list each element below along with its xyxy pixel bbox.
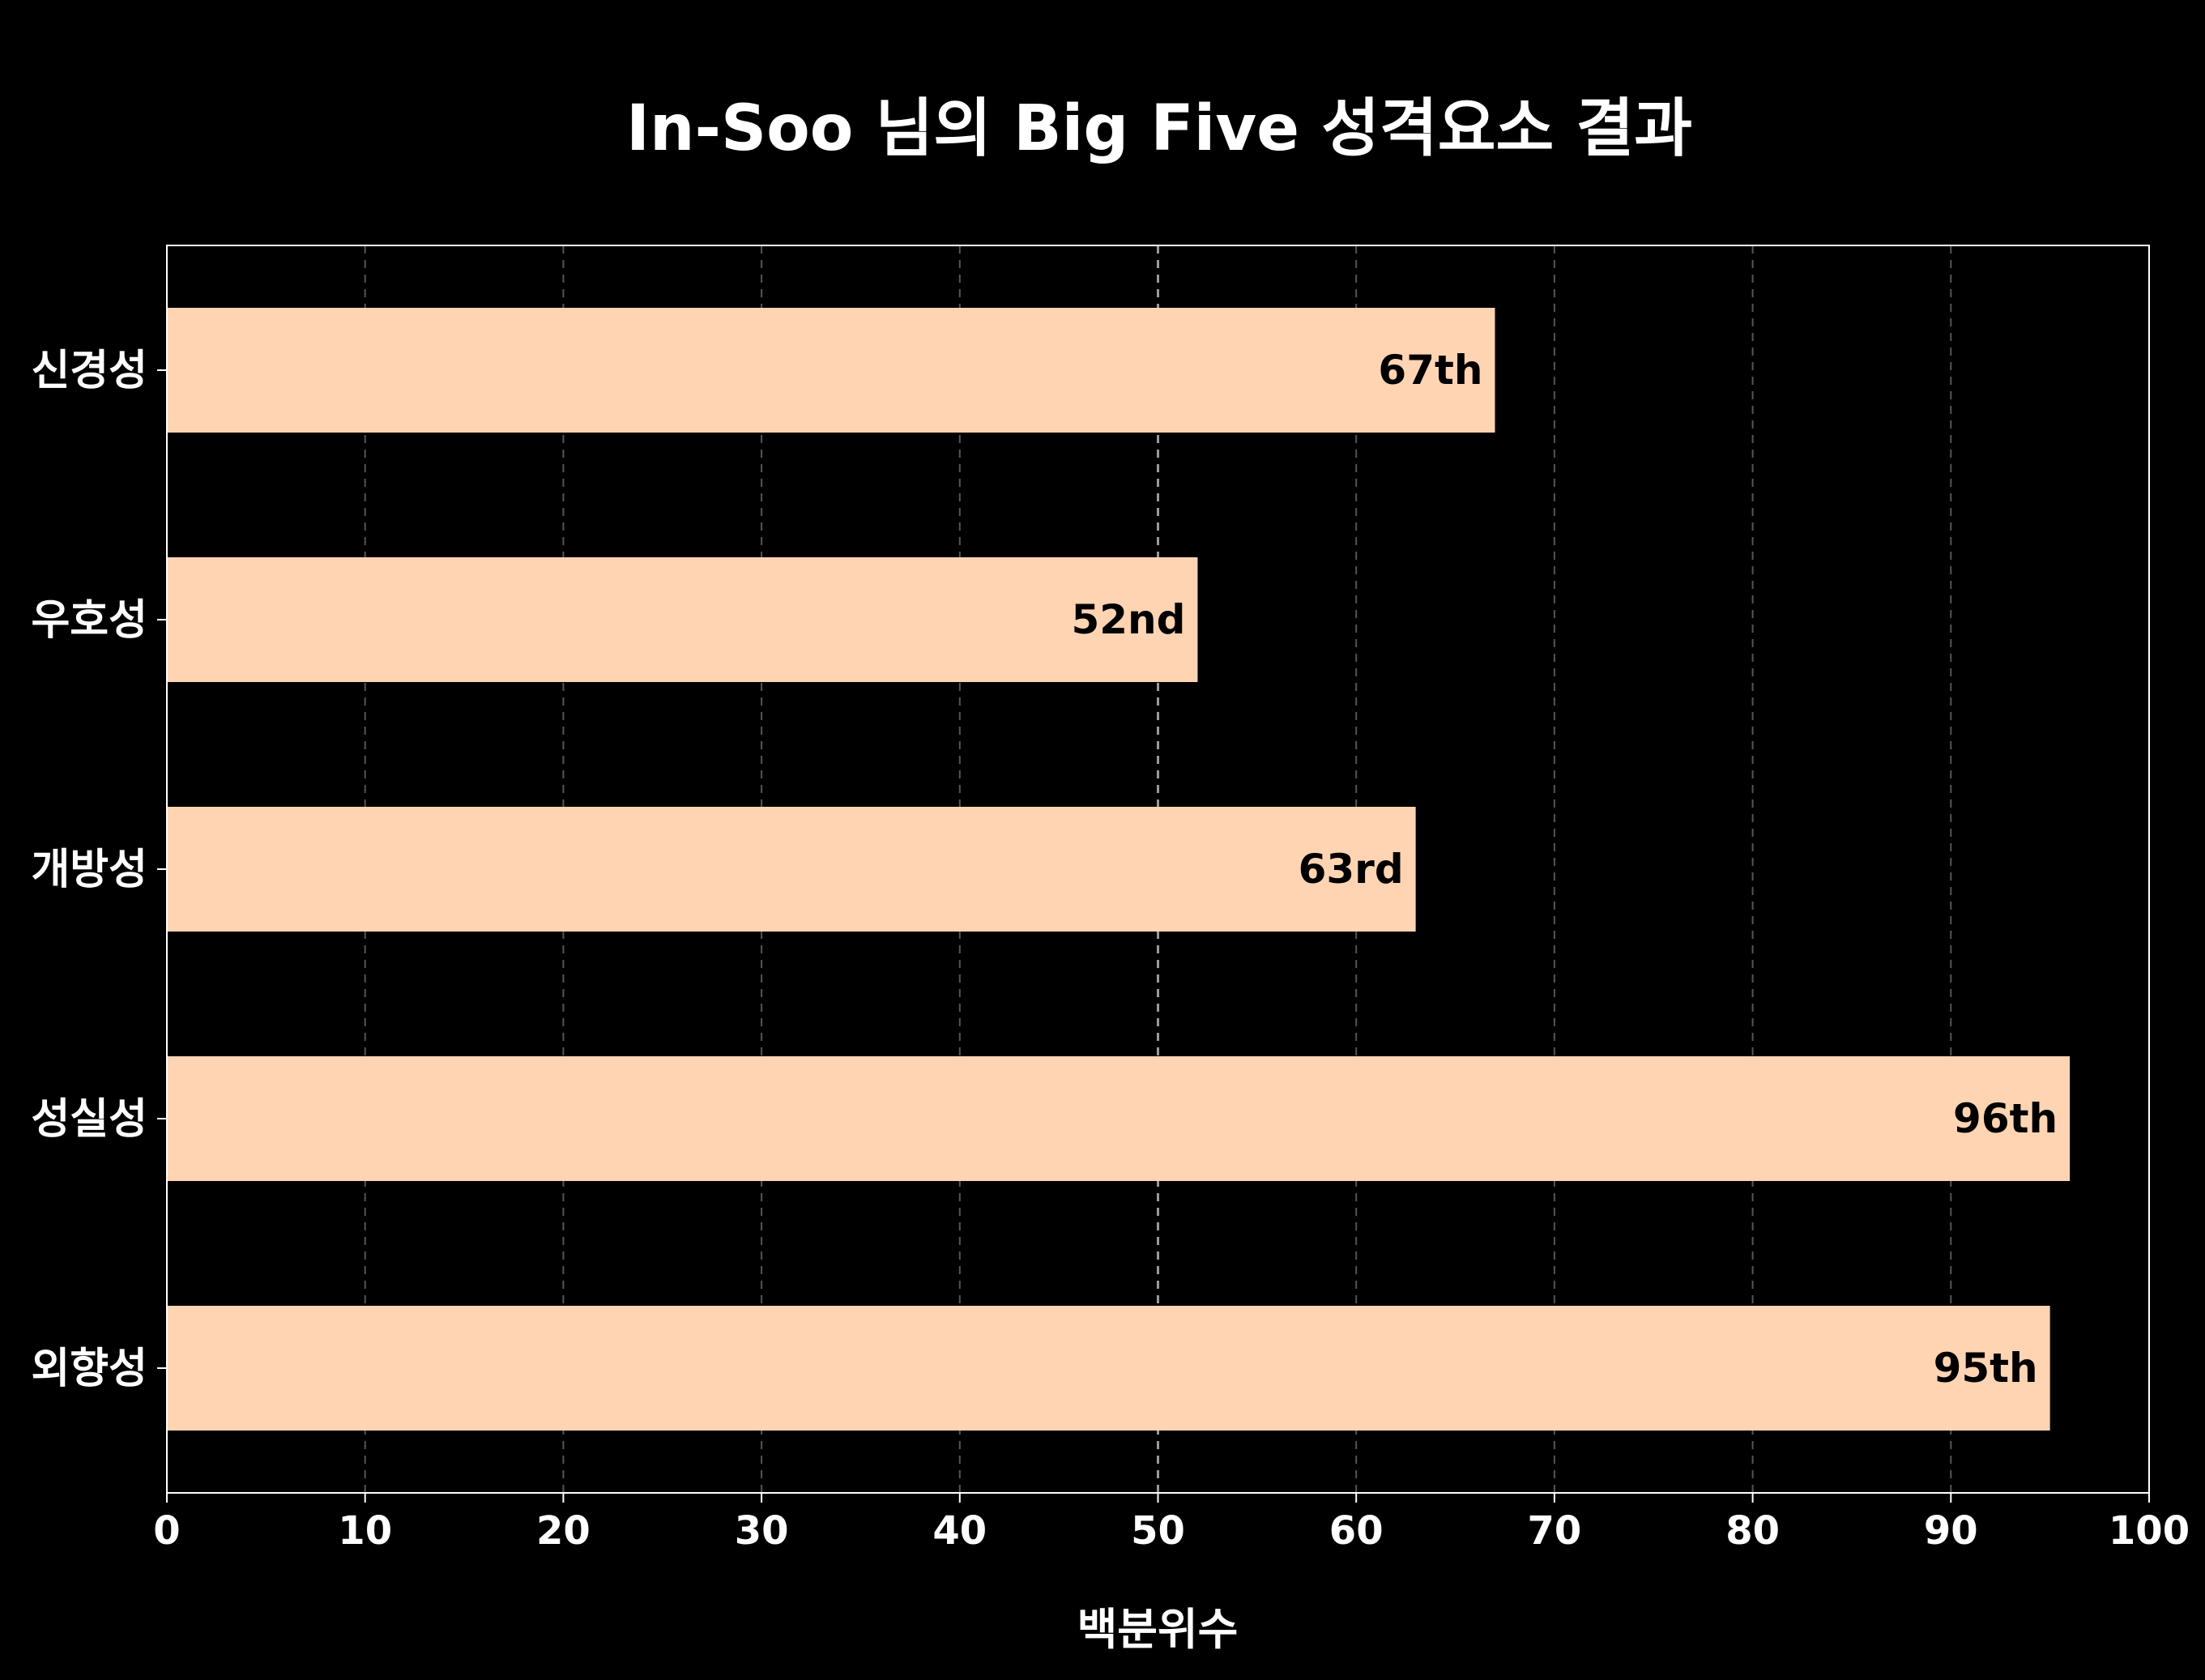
y-tick-label: 성실성	[31, 1095, 147, 1144]
bar-value-label: 95th	[1934, 1345, 2038, 1392]
bar-value-label: 67th	[1378, 347, 1482, 394]
y-tick-label: 우호성	[31, 596, 147, 645]
x-tick-label: 40	[932, 1508, 987, 1554]
x-tick-label: 60	[1329, 1508, 1384, 1554]
y-tick-label: 신경성	[31, 347, 147, 395]
x-tick-label: 90	[1924, 1508, 1978, 1554]
x-tick-label: 80	[1725, 1508, 1780, 1554]
y-tick-label: 외향성	[31, 1345, 147, 1393]
x-tick-label: 50	[1131, 1508, 1185, 1554]
x-tick-label: 100	[2109, 1508, 2190, 1554]
bar	[167, 1056, 2071, 1181]
y-tick-label: 개방성	[31, 846, 147, 894]
bar	[167, 557, 1198, 682]
x-tick-label: 30	[735, 1508, 789, 1554]
bar-value-label: 52nd	[1071, 596, 1185, 643]
bar	[167, 308, 1495, 433]
x-tick-label: 0	[153, 1508, 180, 1554]
x-tick-label: 70	[1528, 1508, 1582, 1554]
bars-layer: 67th 52nd 63rd 96th 95th	[167, 308, 2071, 1431]
grid-layer	[364, 245, 1952, 1493]
x-tick-label: 20	[536, 1508, 591, 1554]
bar	[167, 1306, 2050, 1431]
bar-value-label: 63rd	[1299, 846, 1404, 893]
x-tick-label: 10	[338, 1508, 392, 1554]
chart-title: In-Soo 님의 Big Five 성격요소 결과	[626, 92, 1692, 165]
bar-value-label: 96th	[1953, 1095, 2058, 1142]
bar	[167, 807, 1416, 932]
x-axis-label: 백분위수	[1077, 1604, 1239, 1655]
x-ticks: 0 10 20 30 40 50 60 70 80 90 100	[153, 1493, 2190, 1554]
